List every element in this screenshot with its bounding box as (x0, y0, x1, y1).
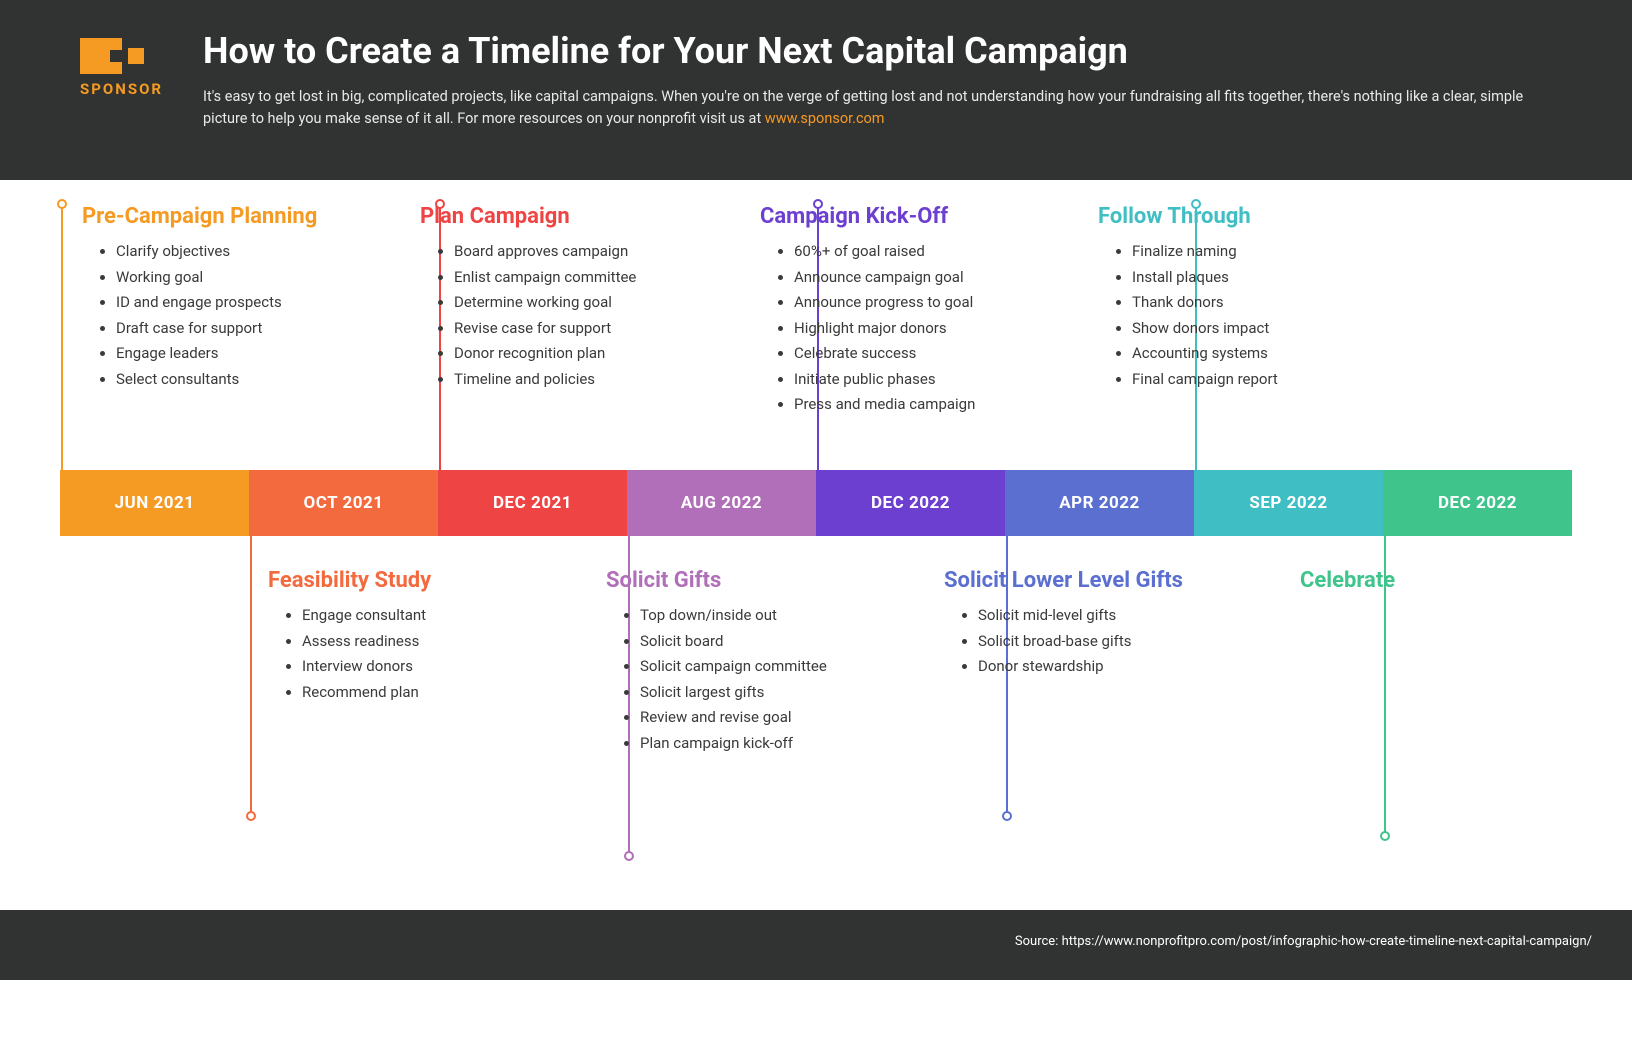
phase-title: Follow Through (1098, 204, 1418, 229)
sponsor-link[interactable]: www.sponsor.com (765, 110, 885, 127)
phase-item-list: Board approves campaignEnlist campaign c… (420, 239, 740, 392)
phase-item: Top down/inside out (640, 603, 926, 629)
phase-item-list: Engage consultantAssess readinessIntervi… (268, 603, 588, 705)
phase-item: Solicit broad-base gifts (978, 629, 1264, 655)
timeline-row: JUN 2021OCT 2021DEC 2021AUG 2022DEC 2022… (60, 470, 1572, 536)
phase-item: Install plaques (1132, 265, 1418, 291)
phase-item: Draft case for support (116, 316, 402, 342)
phase-item: Working goal (116, 265, 402, 291)
phase-block: Pre-Campaign Planning Clarify objectivesW… (82, 204, 402, 392)
phase-item: Interview donors (302, 654, 588, 680)
phase-item: Highlight major donors (794, 316, 1080, 342)
sponsor-logo: SPONSOR (80, 30, 163, 98)
footer: Source: https://www.nonprofitpro.com/pos… (0, 910, 1632, 980)
phase-item: Clarify objectives (116, 239, 402, 265)
phase-title: Campaign Kick-Off (760, 204, 1080, 229)
connector-dot-icon (624, 851, 634, 861)
phase-item: Finalize naming (1132, 239, 1418, 265)
phase-item-list: Top down/inside outSolicit boardSolicit … (606, 603, 926, 756)
timeline-cell: SEP 2022 (1194, 470, 1383, 536)
phase-item: Final campaign report (1132, 367, 1418, 393)
source-text: Source: https://www.nonprofitpro.com/pos… (1015, 934, 1592, 949)
phase-item: Plan campaign kick-off (640, 731, 926, 757)
phase-item-list: Clarify objectivesWorking goalID and eng… (82, 239, 402, 392)
phase-item: Solicit largest gifts (640, 680, 926, 706)
phase-item: Board approves campaign (454, 239, 740, 265)
phase-title: Solicit Lower Level Gifts (944, 568, 1264, 593)
phase-item: Announce campaign goal (794, 265, 1080, 291)
connector-dot-icon (57, 199, 67, 209)
phase-title: Feasibility Study (268, 568, 588, 593)
phase-item: Timeline and policies (454, 367, 740, 393)
phase-item: Accounting systems (1132, 341, 1418, 367)
connector-dot-icon (1380, 831, 1390, 841)
timeline-cell: DEC 2022 (1383, 470, 1572, 536)
header-text: How to Create a Timeline for Your Next C… (203, 30, 1552, 131)
phase-item: Solicit board (640, 629, 926, 655)
logo-text: SPONSOR (80, 80, 163, 98)
phase-item: Revise case for support (454, 316, 740, 342)
phase-item: Solicit mid-level gifts (978, 603, 1264, 629)
phase-block: Solicit Lower Level Gifts Solicit mid-lev… (944, 568, 1264, 680)
page-subtitle: It's easy to get lost in big, complicate… (203, 86, 1552, 131)
phase-item: 60%+ of goal raised (794, 239, 1080, 265)
connector-dot-icon (246, 811, 256, 821)
connector-line (250, 536, 252, 816)
timeline-cell: APR 2022 (1005, 470, 1194, 536)
phase-item: Engage leaders (116, 341, 402, 367)
phase-title: Celebrate (1300, 568, 1620, 593)
phase-item: Show donors impact (1132, 316, 1418, 342)
connector-dot-icon (1002, 811, 1012, 821)
phase-title: Pre-Campaign Planning (82, 204, 402, 229)
phase-item: Thank donors (1132, 290, 1418, 316)
phase-item: Donor stewardship (978, 654, 1264, 680)
phase-item: Donor recognition plan (454, 341, 740, 367)
phase-title: Solicit Gifts (606, 568, 926, 593)
phase-item: Engage consultant (302, 603, 588, 629)
timeline-cell: OCT 2021 (249, 470, 438, 536)
connector-line (61, 204, 63, 470)
phase-item: Select consultants (116, 367, 402, 393)
phase-item: ID and engage prospects (116, 290, 402, 316)
phase-block: Celebrate (1300, 568, 1620, 603)
phase-block: Follow Through Finalize namingInstall pla… (1098, 204, 1418, 392)
phase-block: Plan Campaign Board approves campaignEnli… (420, 204, 740, 392)
phase-item: Assess readiness (302, 629, 588, 655)
phase-item: Review and revise goal (640, 705, 926, 731)
phase-item: Solicit campaign committee (640, 654, 926, 680)
page-title: How to Create a Timeline for Your Next C… (203, 30, 1552, 72)
phase-item-list: 60%+ of goal raisedAnnounce campaign goa… (760, 239, 1080, 418)
header: SPONSOR How to Create a Timeline for You… (0, 0, 1632, 180)
phase-item: Determine working goal (454, 290, 740, 316)
timeline-stage: JUN 2021OCT 2021DEC 2021AUG 2022DEC 2022… (0, 180, 1632, 980)
phase-block: Feasibility Study Engage consultantAssess… (268, 568, 588, 705)
phase-item: Announce progress to goal (794, 290, 1080, 316)
timeline-cell: JUN 2021 (60, 470, 249, 536)
phase-block: Campaign Kick-Off60%+ of goal raisedAnno… (760, 204, 1080, 418)
timeline-cell: DEC 2021 (438, 470, 627, 536)
phase-item: Press and media campaign (794, 392, 1080, 418)
phase-item-list: Finalize namingInstall plaquesThank dono… (1098, 239, 1418, 392)
logo-icon (80, 38, 150, 74)
phase-item: Initiate public phases (794, 367, 1080, 393)
timeline-cell: DEC 2022 (816, 470, 1005, 536)
timeline-cell: AUG 2022 (627, 470, 816, 536)
phase-item: Recommend plan (302, 680, 588, 706)
phase-item-list: Solicit mid-level giftsSolicit broad-bas… (944, 603, 1264, 680)
phase-title: Plan Campaign (420, 204, 740, 229)
phase-item: Celebrate success (794, 341, 1080, 367)
phase-block: Solicit GiftsTop down/inside outSolicit … (606, 568, 926, 756)
phase-item: Enlist campaign committee (454, 265, 740, 291)
